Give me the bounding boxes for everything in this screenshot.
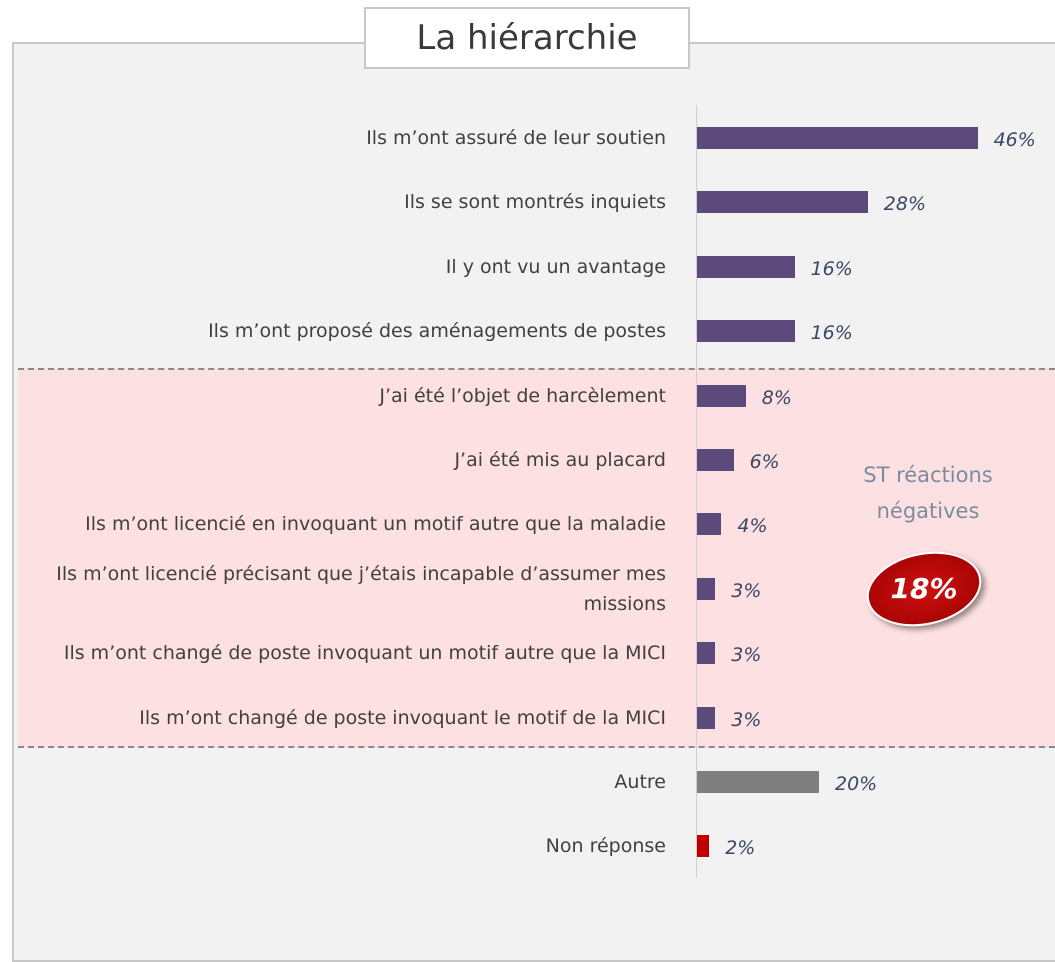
value-label: 3% [731, 579, 762, 602]
bar [697, 835, 710, 858]
value-label: 6% [749, 451, 780, 473]
label: Autre [614, 771, 666, 793]
bar [697, 642, 716, 665]
negative-zone [18, 368, 1055, 748]
value-label: 28% [883, 193, 927, 216]
page: La hiérarchie ST réactions négatives 18%… [12, 7, 1055, 962]
bar [697, 384, 746, 407]
bar [697, 127, 978, 149]
value-label: 16% [810, 257, 853, 280]
label: Ils m’ont changé de poste invoquant un m… [63, 642, 666, 665]
label: Ils m’ont assuré de leur soutien [366, 127, 666, 149]
label: Ils m’ont changé de poste invoquant le m… [139, 706, 666, 729]
label: Ils m’ont licencié en invoquant un motif… [85, 513, 666, 536]
value-label: 46% [993, 129, 1036, 151]
bar [697, 449, 734, 471]
label: J’ai été mis au placard [454, 449, 666, 471]
bar [697, 771, 819, 793]
bar [697, 577, 716, 600]
value-label: 3% [731, 644, 762, 667]
value-label: 8% [761, 386, 792, 409]
annotation-text: ST réactions négatives [863, 463, 993, 523]
label: J’ai été l’objet de harcèlement [379, 384, 666, 407]
total-label: 18% [890, 572, 958, 605]
label: Ils m’ont proposé des aménagements de po… [208, 320, 666, 343]
label: Ils se sont montrés inquiets [404, 191, 666, 214]
label: Non réponse [545, 835, 666, 858]
chart-title: La hiérarchie [364, 7, 690, 69]
bar [697, 191, 868, 214]
bar [697, 320, 795, 343]
value-label: 2% [725, 837, 756, 860]
label: Il y ont vu un avantage [445, 255, 666, 278]
value-label: 4% [737, 515, 768, 538]
value-label: 16% [810, 322, 853, 345]
value-label: 3% [731, 708, 762, 731]
axis-line [696, 105, 697, 878]
bar [697, 706, 716, 729]
bar [697, 513, 722, 536]
label: Ils m’ont licencié précisant que j’étais… [56, 562, 666, 615]
value-label: 20% [835, 773, 878, 795]
bar [697, 255, 795, 278]
